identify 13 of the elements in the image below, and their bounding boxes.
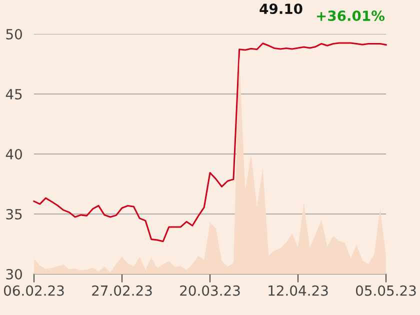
x-tick-label: 27.02.23 xyxy=(92,285,152,296)
x-tick-label: 06.02.23 xyxy=(4,285,64,296)
y-tick-label: 30 xyxy=(6,268,22,280)
line-series xyxy=(33,42,387,242)
y-tick-label: 35 xyxy=(6,208,22,220)
x-tick-label: 12.04.23 xyxy=(268,285,328,296)
y-tick-label: 40 xyxy=(6,148,22,160)
y-tick-label: 50 xyxy=(6,28,22,40)
text: 49.10 xyxy=(260,4,302,14)
y-tick-label: 45 xyxy=(6,89,22,100)
text: +36.01% xyxy=(316,10,385,22)
x-tick-label: 05.05.23 xyxy=(356,285,416,296)
x-tick-label: 20.03.23 xyxy=(180,285,240,296)
